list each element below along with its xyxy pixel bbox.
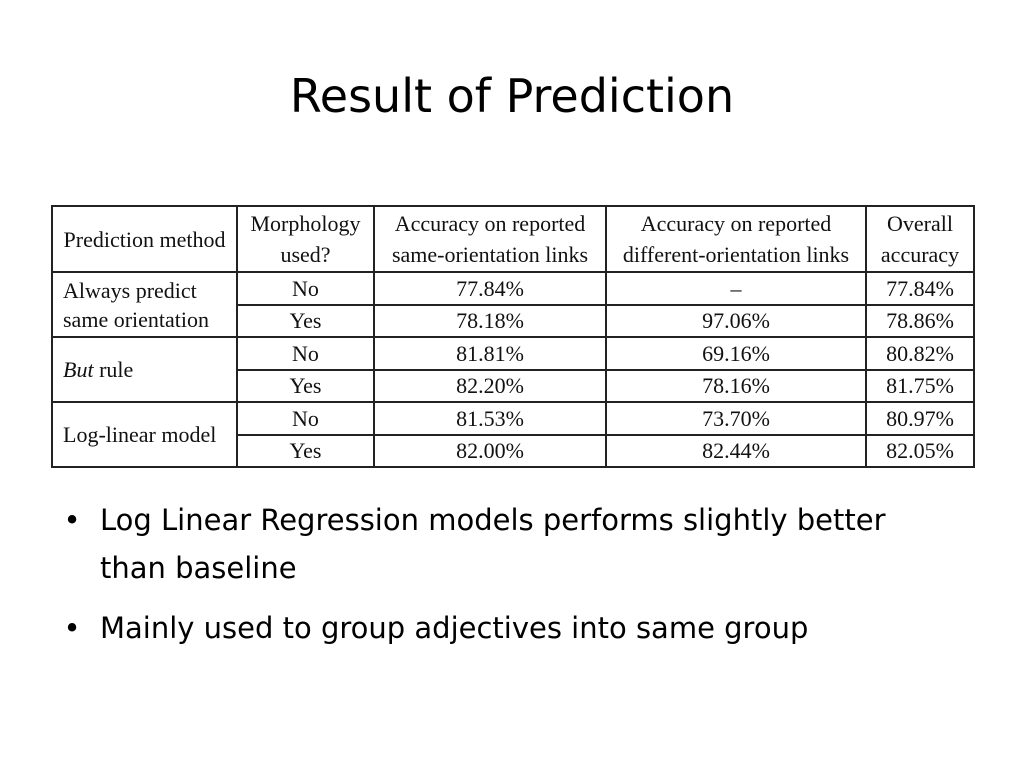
morphology-cell: Yes — [236, 303, 375, 338]
accuracy-different-cell: 73.70% — [605, 401, 867, 436]
overall-accuracy-cell: 77.84% — [865, 271, 975, 306]
method-text: Log-linear model — [63, 422, 217, 447]
accuracy-different-cell: 82.44% — [605, 433, 867, 468]
accuracy-same-cell: 78.18% — [373, 303, 607, 338]
slide-title: Result of Prediction — [289, 69, 735, 123]
method-italic-text: But — [63, 357, 94, 382]
table-row: Yes 78.18% 97.06% 78.86% — [52, 303, 975, 338]
morphology-cell: Yes — [236, 433, 375, 468]
method-cell: Always predict same orientation — [51, 271, 238, 338]
bullet-list: • Log Linear Regression models performs s… — [60, 496, 960, 664]
accuracy-different-cell: 78.16% — [605, 368, 867, 403]
bullet-item: • Log Linear Regression models performs s… — [60, 496, 960, 592]
header-prediction-method: Prediction method — [51, 205, 238, 273]
bullet-item: • Mainly used to group adjectives into sa… — [60, 604, 960, 652]
overall-accuracy-cell: 81.75% — [865, 368, 975, 403]
method-cell: But rule — [51, 336, 238, 403]
accuracy-different-cell: 97.06% — [605, 303, 867, 338]
method-text: Always predict same orientation — [63, 277, 210, 332]
header-accuracy-different: Accuracy on reported different-orientati… — [605, 205, 867, 273]
accuracy-different-cell: 69.16% — [605, 336, 867, 371]
accuracy-same-cell: 77.84% — [373, 271, 607, 306]
morphology-cell: Yes — [236, 368, 375, 403]
results-table-container: Prediction method Morphology used? Accur… — [51, 205, 975, 468]
morphology-cell: No — [236, 271, 375, 306]
morphology-cell: No — [236, 401, 375, 436]
accuracy-same-cell: 81.53% — [373, 401, 607, 436]
table-row: Always predict same orientation No 77.84% –… — [51, 271, 975, 338]
table-header-row: Prediction method Morphology used? Accur… — [51, 205, 975, 273]
accuracy-same-cell: 81.81% — [373, 336, 607, 371]
accuracy-different-cell: – — [605, 271, 867, 306]
table-row: Yes 82.00% 82.44% 82.05% — [52, 433, 975, 468]
results-table: Prediction method Morphology used? Accur… — [51, 205, 975, 468]
overall-accuracy-cell: 80.82% — [865, 336, 975, 371]
table-row: But rule No 81.81% 69.16% 80.82% — [51, 336, 975, 403]
overall-accuracy-cell: 82.05% — [865, 433, 975, 468]
header-accuracy-same: Accuracy on reported same-orientation li… — [373, 205, 607, 273]
header-overall-accuracy: Overall accuracy — [865, 205, 975, 273]
overall-accuracy-cell: 78.86% — [865, 303, 975, 338]
accuracy-same-cell: 82.20% — [373, 368, 607, 403]
bullet-text: Mainly used to group adjectives into sam… — [100, 611, 809, 645]
bullet-dot-icon: • — [63, 611, 81, 645]
bullet-dot-icon: • — [63, 503, 81, 537]
table-row: Yes 82.20% 78.16% 81.75% — [52, 368, 975, 403]
header-morphology-used: Morphology used? — [236, 205, 375, 273]
method-text: rule — [93, 357, 134, 382]
bullet-text: Log Linear Regression models performs sl… — [100, 503, 886, 585]
table-row: Log-linear model No 81.53% 73.70% 80.97% — [51, 401, 975, 468]
table-body: Always predict same orientation No 77.84% –… — [51, 271, 975, 468]
overall-accuracy-cell: 80.97% — [865, 401, 975, 436]
morphology-cell: No — [236, 336, 375, 371]
accuracy-same-cell: 82.00% — [373, 433, 607, 468]
method-cell: Log-linear model — [51, 401, 238, 468]
